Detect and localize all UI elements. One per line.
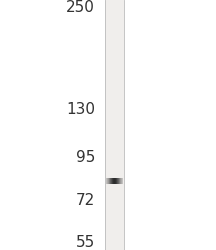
Bar [109, 178, 110, 184]
Bar [108, 178, 109, 184]
Bar [107, 178, 108, 184]
Bar [117, 178, 118, 184]
Text: 55: 55 [76, 235, 95, 250]
Bar [121, 178, 122, 184]
Bar [106, 178, 107, 184]
Bar [111, 178, 112, 184]
Bar [115, 178, 116, 184]
Bar [118, 178, 119, 184]
Text: 250: 250 [66, 0, 95, 16]
Bar [105, 0, 124, 250]
Bar [110, 178, 111, 184]
Bar [112, 178, 113, 184]
Bar [114, 178, 115, 184]
Text: 130: 130 [66, 102, 95, 117]
Bar [119, 178, 120, 184]
Bar [120, 178, 121, 184]
Bar [116, 178, 117, 184]
Bar [108, 178, 109, 184]
Text: 72: 72 [76, 194, 95, 208]
Text: 95: 95 [76, 150, 95, 166]
Bar [113, 178, 114, 184]
Bar [122, 178, 123, 184]
